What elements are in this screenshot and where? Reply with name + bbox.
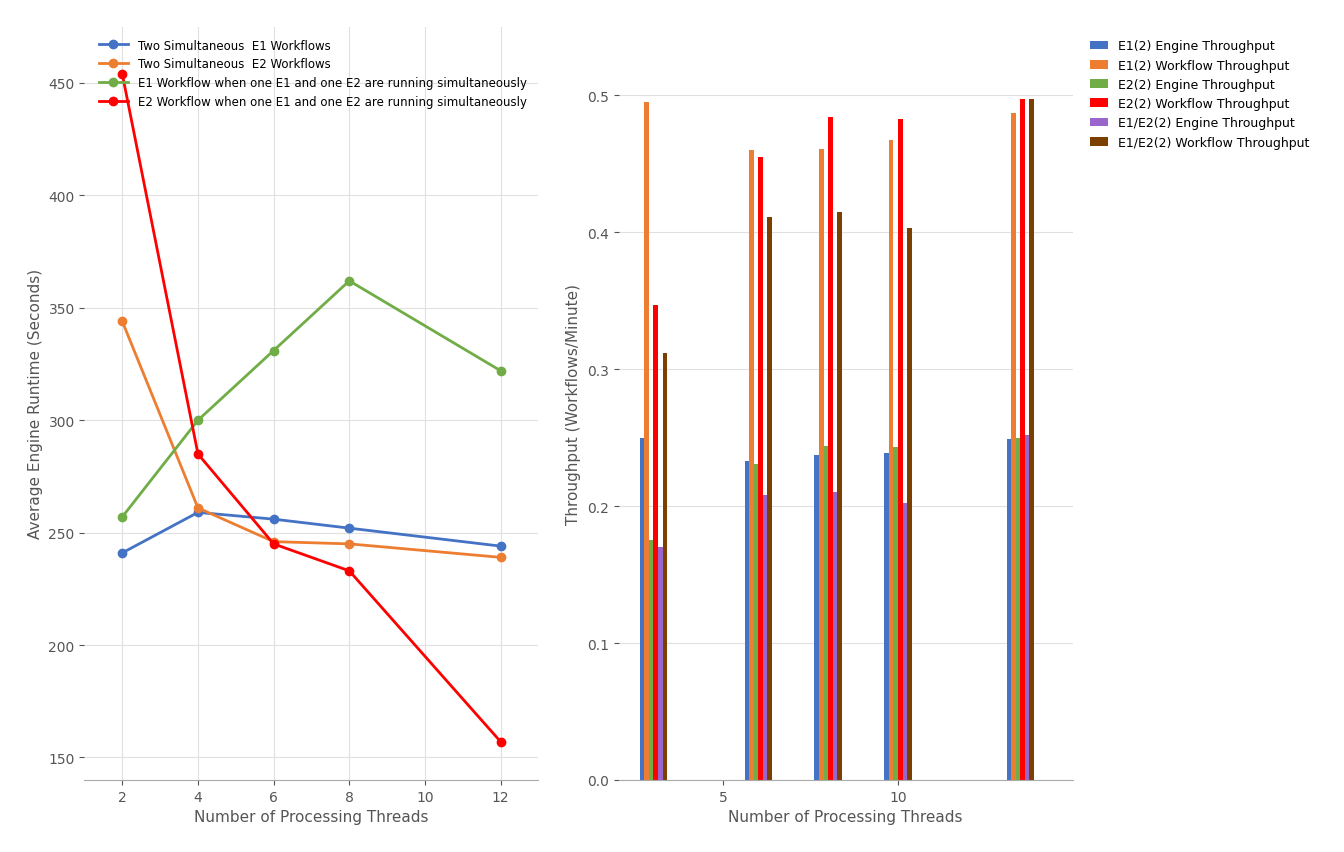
E1 Workflow when one E1 and one E2 are running simultaneously — [493, 366, 509, 377]
Bar — [745, 461, 749, 780]
Y-axis label: Throughput (Workflows/Minute): Throughput (Workflows/Minute) — [566, 284, 581, 524]
Bar — [763, 496, 767, 780]
E1 Workflow when one E1 and one E2 are running simultaneously — [341, 276, 358, 286]
X-axis label: Number of Processing Threads: Number of Processing Threads — [195, 809, 429, 824]
Bar — [749, 151, 754, 780]
Bar — [814, 456, 818, 780]
Bar — [824, 446, 828, 780]
E1 Workflow when one E1 and one E2 are running simultaneously — [114, 512, 130, 522]
Y-axis label: Average Engine Runtime (Seconds): Average Engine Runtime (Seconds) — [28, 269, 43, 538]
Bar — [1024, 435, 1030, 780]
Bar — [1011, 114, 1016, 780]
Two Simultaneous  E2 Workflows — [493, 553, 509, 563]
Bar — [659, 548, 663, 780]
Line: Two Simultaneous  E2 Workflows: Two Simultaneous E2 Workflows — [118, 318, 505, 561]
Bar — [1007, 440, 1011, 780]
Legend: E1(2) Engine Throughput, E1(2) Workflow Throughput, E2(2) Engine Throughput, E2(: E1(2) Engine Throughput, E1(2) Workflow … — [1083, 34, 1316, 156]
Two Simultaneous  E1 Workflows — [266, 515, 282, 525]
E1 Workflow when one E1 and one E2 are running simultaneously — [190, 416, 206, 426]
Bar — [767, 218, 771, 780]
Two Simultaneous  E2 Workflows — [114, 317, 130, 327]
Bar — [1016, 438, 1020, 780]
Two Simultaneous  E2 Workflows — [341, 539, 358, 550]
Bar — [754, 464, 758, 780]
Bar — [828, 118, 833, 780]
E2 Workflow when one E1 and one E2 are running simultaneously — [341, 566, 358, 576]
Bar — [894, 447, 898, 780]
Bar — [663, 354, 667, 780]
X-axis label: Number of Processing Threads: Number of Processing Threads — [728, 809, 962, 824]
E2 Workflow when one E1 and one E2 are running simultaneously — [114, 70, 130, 80]
E1 Workflow when one E1 and one E2 are running simultaneously — [266, 346, 282, 356]
Line: E1 Workflow when one E1 and one E2 are running simultaneously: E1 Workflow when one E1 and one E2 are r… — [118, 278, 505, 521]
Line: E2 Workflow when one E1 and one E2 are running simultaneously: E2 Workflow when one E1 and one E2 are r… — [118, 71, 505, 746]
Bar — [1020, 101, 1024, 780]
Bar — [907, 229, 911, 780]
Two Simultaneous  E1 Workflows — [341, 523, 358, 533]
Two Simultaneous  E1 Workflows — [493, 541, 509, 551]
Bar — [903, 504, 907, 780]
E2 Workflow when one E1 and one E2 are running simultaneously — [493, 737, 509, 747]
Legend: Two Simultaneous  E1 Workflows, Two Simultaneous  E2 Workflows, E1 Workflow when: Two Simultaneous E1 Workflows, Two Simul… — [93, 33, 532, 115]
Two Simultaneous  E1 Workflows — [114, 548, 130, 558]
Bar — [888, 141, 894, 780]
Two Simultaneous  E2 Workflows — [190, 504, 206, 514]
Bar — [833, 492, 837, 780]
Bar — [640, 438, 644, 780]
Two Simultaneous  E2 Workflows — [266, 537, 282, 547]
Bar — [837, 212, 841, 780]
Line: Two Simultaneous  E1 Workflows: Two Simultaneous E1 Workflows — [118, 509, 505, 557]
Bar — [884, 453, 888, 780]
Bar — [649, 541, 653, 780]
E2 Workflow when one E1 and one E2 are running simultaneously — [190, 449, 206, 459]
Bar — [644, 103, 649, 780]
Two Simultaneous  E1 Workflows — [190, 508, 206, 518]
Bar — [1030, 101, 1034, 780]
Bar — [758, 158, 763, 780]
Bar — [818, 149, 824, 780]
Bar — [898, 119, 903, 780]
Bar — [653, 305, 659, 780]
E2 Workflow when one E1 and one E2 are running simultaneously — [266, 539, 282, 550]
